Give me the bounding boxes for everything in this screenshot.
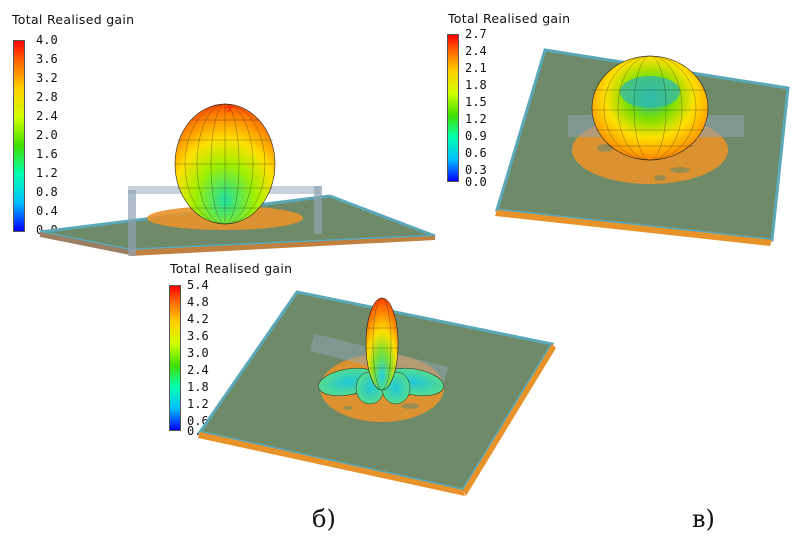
antenna-3d-view	[495, 48, 790, 246]
panel-label-c: в)	[692, 505, 715, 533]
tick-label: 4.2	[187, 312, 209, 326]
tick-label: 1.8	[465, 78, 487, 92]
tick-label: 3.6	[36, 52, 58, 66]
colorbar-title: Total Realised gain	[170, 261, 293, 276]
colorbar	[169, 285, 181, 431]
tick-label: 3.2	[36, 71, 58, 85]
tick-label: 1.2	[465, 112, 487, 126]
tick-label: 2.4	[465, 44, 487, 58]
tick-label: 1.2	[36, 166, 58, 180]
panel-label-b: б)	[312, 505, 336, 533]
tick-label: 3.0	[187, 346, 209, 360]
pattern-panel-a: Total Realised gain 4.0 3.6 3.2 2.8 2.4 …	[0, 0, 440, 265]
radiation-lobe	[365, 297, 399, 391]
tick-label: 3.6	[187, 329, 209, 343]
tick-label: 1.8	[187, 380, 209, 394]
colorbar	[13, 40, 25, 232]
colorbar	[447, 34, 459, 182]
tick-label: 1.2	[187, 397, 209, 411]
tick-label: 0.6	[187, 414, 209, 428]
tick-label: 2.1	[465, 61, 487, 75]
tick-label: 2.0	[36, 128, 58, 142]
tick-label: 0.8	[36, 185, 58, 199]
antenna-3d-view	[197, 290, 556, 496]
tick-label: 2.8	[36, 90, 58, 104]
tick-label: 0.6	[465, 146, 487, 160]
tick-label: 4.0	[36, 33, 58, 47]
tick-label: 2.4	[187, 363, 209, 377]
tick-label: 0.3	[465, 163, 487, 177]
tick-label: 0.0	[465, 175, 487, 189]
antenna-3d-view	[39, 103, 436, 256]
tick-label: 0.9	[465, 129, 487, 143]
tick-label: 2.4	[36, 109, 58, 123]
colorbar-title: Total Realised gain	[12, 12, 135, 27]
pattern-panel-c: Total Realised gain 5.4 4.8 4.2 3.6 3.0 …	[160, 258, 580, 503]
colorbar-title: Total Realised gain	[448, 11, 571, 26]
tick-label: 4.8	[187, 295, 209, 309]
pattern-panel-b: Total Realised gain 2.7 2.4 2.1 1.8 1.5 …	[440, 0, 803, 250]
tick-label: 5.4	[187, 278, 209, 292]
substrate-edge	[40, 232, 130, 255]
tick-label: 1.5	[465, 95, 487, 109]
tick-label: 2.7	[465, 27, 487, 41]
tick-label: 1.6	[36, 147, 58, 161]
tick-label: 0.4	[36, 204, 58, 218]
